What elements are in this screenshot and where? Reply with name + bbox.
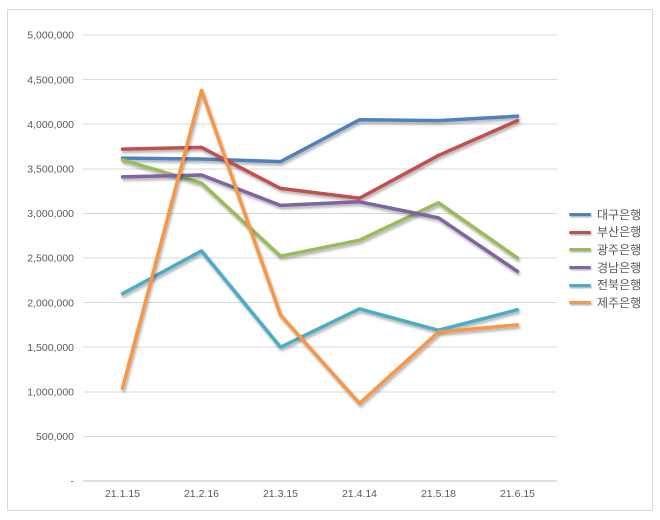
- y-axis-tick-label: 1,500,000: [27, 342, 74, 354]
- legend-label: 제주은행: [597, 295, 642, 310]
- x-axis-tick-label: 21.4.14: [342, 488, 377, 500]
- x-axis-tick-label: 21.3.15: [263, 488, 298, 500]
- series-layer: [120, 88, 520, 406]
- y-axis-tick-label: 4,500,000: [27, 74, 74, 86]
- y-axis-tick-label: 4,000,000: [27, 119, 74, 131]
- series-line-3: [120, 173, 520, 274]
- series-line-1: [120, 118, 520, 200]
- legend-label: 부산은행: [597, 225, 642, 240]
- legend-line-swatch: [569, 248, 591, 252]
- legend-line-swatch: [569, 230, 591, 234]
- y-axis-tick-label: 500,000: [36, 431, 74, 443]
- x-axis-tick-label: 21.1.15: [105, 488, 140, 500]
- x-axis-tick-label: 21.2.16: [184, 488, 219, 500]
- series-line-2: [120, 158, 520, 260]
- legend-item-3: 경남은행: [569, 259, 641, 277]
- legend-label: 대구은행: [597, 207, 642, 222]
- axis-labels-layer: - 500,000 1,000,000 1,500,000 2,000,000 2,500…: [27, 30, 535, 500]
- series-line-5: [120, 88, 520, 406]
- series-line-4: [120, 249, 520, 349]
- y-axis-tick-label: 2,500,000: [27, 253, 74, 265]
- series-line-0: [120, 114, 520, 164]
- legend-label: 경남은행: [597, 260, 642, 275]
- x-axis-tick-label: 21.5.18: [421, 488, 456, 500]
- legend-line-swatch: [569, 283, 591, 287]
- legend-item-5: 제주은행: [569, 294, 641, 312]
- legend-item-4: 전북은행: [569, 276, 641, 294]
- legend-item-1: 부산은행: [569, 224, 641, 242]
- legend-item-0: 대구은행: [569, 206, 641, 224]
- legend-label: 전북은행: [597, 278, 642, 293]
- y-axis-tick-label: 1,000,000: [27, 386, 74, 398]
- x-axis-tick-label: 21.6.15: [500, 488, 535, 500]
- legend-label: 광주은행: [597, 242, 642, 257]
- y-axis-tick-label: 3,000,000: [27, 208, 74, 220]
- y-axis-tick-label: 2,000,000: [27, 297, 74, 309]
- chart-frame: [7, 9, 653, 511]
- legend-line-swatch: [569, 266, 591, 270]
- y-axis-tick-label: -: [71, 476, 75, 488]
- legend-line-swatch: [569, 213, 591, 217]
- gridlines-layer: [83, 34, 557, 482]
- legend-line-swatch: [569, 301, 591, 305]
- y-axis-tick-label: 3,500,000: [27, 163, 74, 175]
- legend-item-2: 광주은행: [569, 241, 641, 259]
- y-axis-tick-label: 5,000,000: [27, 30, 74, 42]
